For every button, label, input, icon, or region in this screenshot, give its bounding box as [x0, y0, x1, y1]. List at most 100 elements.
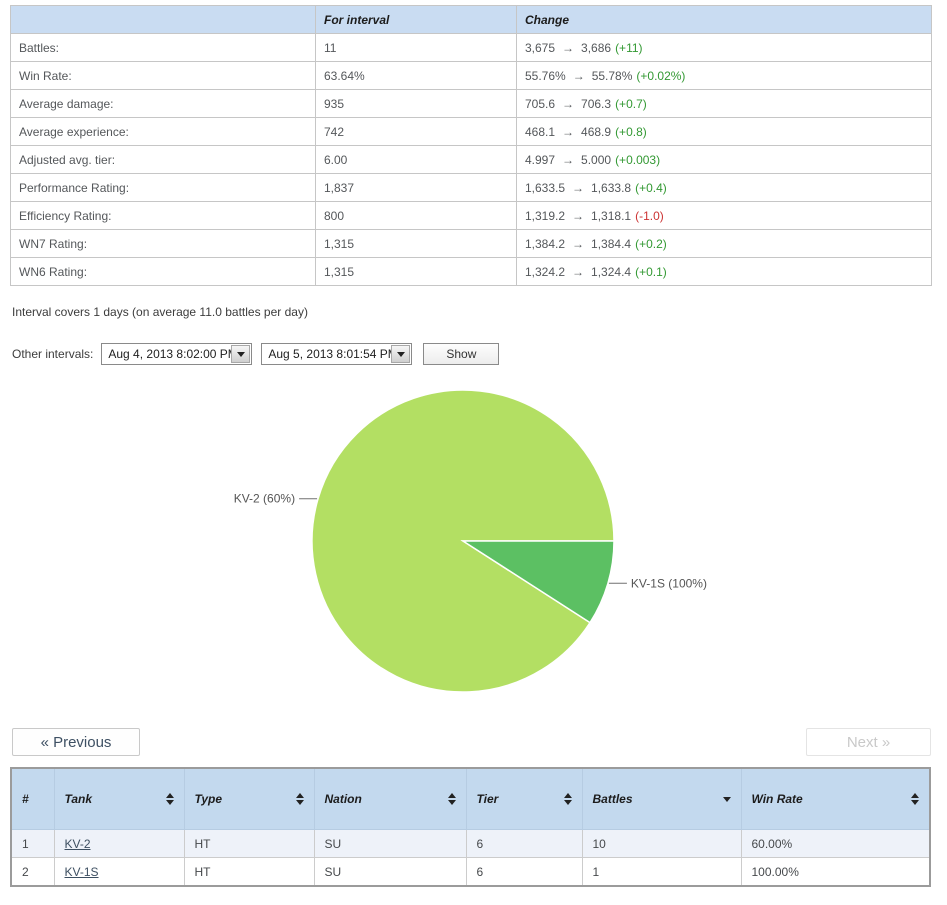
- summary-interval-cell: 1,315: [315, 257, 517, 286]
- next-button: Next »: [806, 728, 931, 756]
- dropdown-arrow-icon[interactable]: [391, 345, 411, 363]
- change-delta: (+0.2): [635, 236, 667, 251]
- arrow-right-icon: →: [562, 124, 575, 139]
- change-delta: (+0.02%): [636, 68, 686, 83]
- tank-row-kv-2: 1 KV-2 HT SU 6 10 60.00%: [10, 829, 931, 858]
- dropdown-arrow-icon[interactable]: [231, 345, 251, 363]
- change-from: 468.1: [525, 124, 556, 139]
- battles-pie-chart: KV-2 (60%) KV-1S (100%): [0, 379, 947, 714]
- pie-slice-label: KV-1S (100%): [631, 576, 707, 590]
- summary-label-cell: Average damage:: [10, 89, 316, 118]
- arrow-right-icon: →: [562, 40, 575, 55]
- summary-change-cell: 55.76% → 55.78% (+0.02%): [516, 61, 932, 90]
- sort-both-icon[interactable]: [295, 793, 304, 805]
- summary-header-change: Change: [516, 5, 932, 34]
- arrow-right-icon: →: [572, 236, 585, 251]
- tank-cell-tier: 6: [465, 829, 583, 858]
- sort-both-icon[interactable]: [165, 793, 174, 805]
- change-to: 1,384.4: [591, 236, 632, 251]
- tanks-col-header-tier[interactable]: Tier: [465, 767, 583, 830]
- summary-corner-cell: [10, 5, 316, 34]
- change-to: 1,633.8: [591, 180, 632, 195]
- arrow-right-icon: →: [562, 152, 575, 167]
- pie-chart-svg: KV-2 (60%) KV-1S (100%): [234, 389, 707, 693]
- summary-label-cell: WN6 Rating:: [10, 257, 316, 286]
- sort-desc-icon[interactable]: [722, 796, 731, 802]
- tanks-col-header-type[interactable]: Type: [183, 767, 315, 830]
- summary-header-row: For interval Change: [10, 5, 932, 34]
- tanks-col-header-win-rate[interactable]: Win Rate: [740, 767, 931, 830]
- change-from: 4.997: [525, 152, 556, 167]
- tank-cell-nation: SU: [313, 857, 467, 887]
- summary-interval-cell: 1,837: [315, 173, 517, 202]
- tank-cell-num: 2: [10, 857, 55, 887]
- change-from: 1,633.5: [525, 180, 566, 195]
- show-button[interactable]: Show: [423, 343, 500, 365]
- change-to: 1,318.1: [591, 208, 632, 223]
- summary-interval-cell: 1,315: [315, 229, 517, 258]
- pie-slice-kv-1s[interactable]: [460, 540, 615, 624]
- arrow-right-icon: →: [572, 68, 585, 83]
- summary-label-cell: Efficiency Rating:: [10, 201, 316, 230]
- tanks-col-header-nation[interactable]: Nation: [313, 767, 467, 830]
- column-label: Win Rate: [751, 792, 803, 806]
- tank-cell-tank: KV-2: [53, 829, 185, 858]
- arrow-right-icon: →: [572, 208, 585, 223]
- tank-row-kv-1s: 2 KV-1S HT SU 6 1 100.00%: [10, 857, 931, 887]
- tanks-col-header-battles[interactable]: Battles: [581, 767, 742, 830]
- summary-interval-cell: 6.00: [315, 145, 517, 174]
- summary-row: Win Rate: 63.64% 55.76% → 55.78% (+0.02%): [10, 61, 932, 90]
- other-intervals-label: Other intervals:: [12, 347, 94, 361]
- column-label: #: [22, 792, 29, 806]
- change-delta: (-1.0): [635, 208, 664, 223]
- summary-row: WN7 Rating: 1,315 1,384.2 → 1,384.4 (+0.2): [10, 229, 932, 258]
- pagination: « Previous Next »: [12, 728, 931, 756]
- arrow-right-icon: →: [572, 180, 585, 195]
- tank-cell-type: HT: [183, 857, 315, 887]
- interval-from-value: Aug 4, 2013 8:02:00 PM: [108, 347, 238, 361]
- summary-label-cell: Win Rate:: [10, 61, 316, 90]
- change-to: 5.000: [581, 152, 612, 167]
- change-from: 1,324.2: [525, 264, 566, 279]
- tank-link[interactable]: KV-1S: [64, 864, 99, 879]
- tank-cell-type: HT: [183, 829, 315, 858]
- summary-row: Average experience: 742 468.1 → 468.9 (+0.8): [10, 117, 932, 146]
- arrow-right-icon: →: [562, 96, 575, 111]
- summary-header-for-interval: For interval: [315, 5, 517, 34]
- tanks-header-row: # Tank Type Nation Tier Battles Win Rate: [10, 767, 931, 830]
- intervals-bar: Other intervals: Aug 4, 2013 8:02:00 PM …: [12, 343, 947, 365]
- change-delta: (+0.003): [615, 152, 661, 167]
- change-to: 706.3: [581, 96, 612, 111]
- summary-row: Average damage: 935 705.6 → 706.3 (+0.7): [10, 89, 932, 118]
- column-label: Tier: [476, 792, 499, 806]
- summary-row: Performance Rating: 1,837 1,633.5 → 1,633.8(…: [10, 173, 932, 202]
- change-delta: (+11): [615, 40, 643, 55]
- summary-interval-cell: 742: [315, 117, 517, 146]
- tanks-col-header-tank[interactable]: Tank: [53, 767, 185, 830]
- column-label: Tank: [64, 792, 93, 806]
- tank-cell-tier: 6: [465, 857, 583, 887]
- change-to: 1,324.4: [591, 264, 632, 279]
- sort-both-icon[interactable]: [563, 793, 572, 805]
- summary-row: WN6 Rating: 1,315 1,324.2 → 1,324.4 (+0.1): [10, 257, 932, 286]
- summary-change-cell: 1,384.2 → 1,384.4 (+0.2): [516, 229, 932, 258]
- previous-button[interactable]: « Previous: [12, 728, 140, 756]
- summary-change-cell: 468.1 → 468.9 (+0.8): [516, 117, 932, 146]
- arrow-right-icon: →: [572, 264, 585, 279]
- tank-link[interactable]: KV-2: [64, 836, 91, 851]
- interval-from-select[interactable]: Aug 4, 2013 8:02:00 PM: [101, 343, 253, 365]
- tank-cell-win_rate: 60.00%: [740, 829, 931, 858]
- change-delta: (+0.1): [635, 264, 667, 279]
- change-from: 3,675: [525, 40, 556, 55]
- change-delta: (+0.4): [635, 180, 667, 195]
- change-from: 705.6: [525, 96, 556, 111]
- summary-change-cell: 4.997 → 5.000 (+0.003): [516, 145, 932, 174]
- sort-both-icon[interactable]: [911, 793, 919, 805]
- interval-note: Interval covers 1 days (on average 11.0 …: [12, 305, 308, 319]
- column-label: Battles: [592, 792, 633, 806]
- sort-both-icon[interactable]: [447, 793, 456, 805]
- interval-to-select[interactable]: Aug 5, 2013 8:01:54 PM: [261, 343, 413, 365]
- interval-to-value: Aug 5, 2013 8:01:54 PM: [268, 347, 398, 361]
- summary-interval-cell: 11: [315, 33, 517, 62]
